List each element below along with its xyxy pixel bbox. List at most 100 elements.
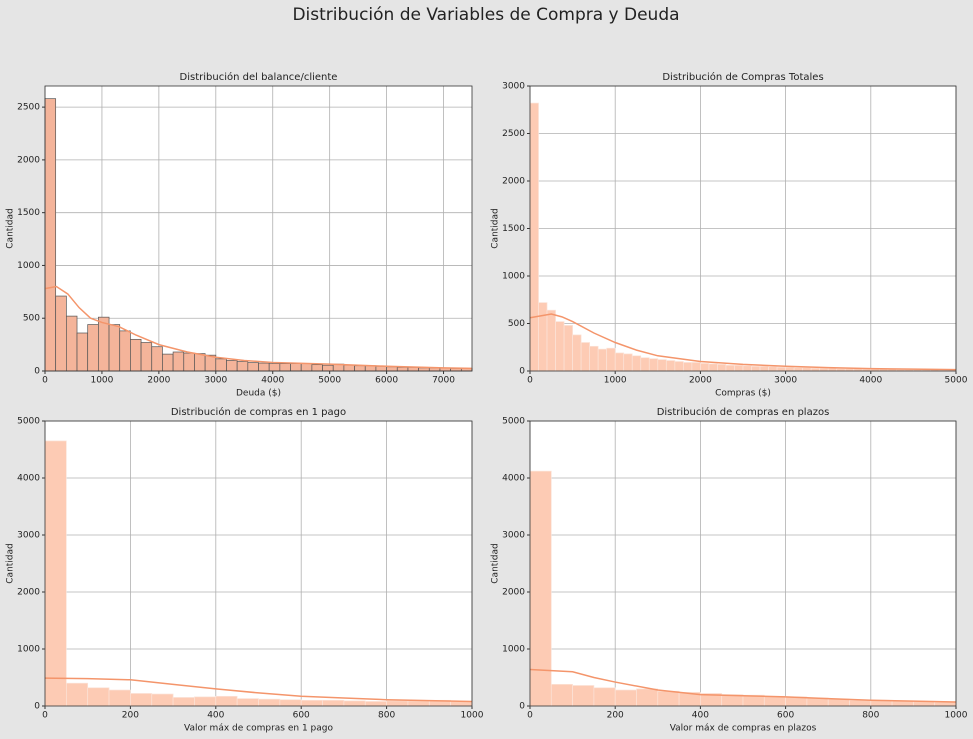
y-tick-label: 1000 [17, 645, 40, 655]
histogram-bar [768, 366, 778, 372]
histogram-bar [268, 363, 281, 372]
histogram-bar [44, 98, 57, 372]
histogram-bar [806, 697, 829, 707]
histogram-bar [827, 698, 850, 707]
y-tick-label: 2500 [17, 103, 40, 113]
y-tick-label: 3000 [17, 531, 40, 541]
x-tick-label: 5000 [318, 376, 341, 386]
plot-area [45, 421, 472, 706]
y-axis-label: Cantidad [491, 543, 501, 583]
histogram-bar [386, 366, 398, 372]
histogram-bar [700, 363, 710, 372]
histogram-bar [215, 358, 227, 372]
x-tick-label: 400 [207, 711, 224, 721]
histogram-bar [418, 367, 430, 372]
histogram-bar [640, 357, 650, 372]
kde-line [44, 285, 473, 370]
histogram-bar [407, 366, 419, 372]
histogram-bar [742, 365, 752, 372]
plot-frame [44, 85, 473, 372]
y-tick-label: 4000 [17, 474, 40, 484]
histogram-bar [589, 345, 599, 372]
histogram-bar [623, 353, 633, 372]
histogram-bar [183, 352, 195, 372]
histogram-bar [236, 361, 249, 372]
x-tick-label: 3000 [204, 376, 227, 386]
histogram-bar [538, 302, 548, 372]
histogram-bar [44, 440, 67, 707]
histogram-bar [606, 347, 616, 372]
y-tick-label: 3000 [502, 531, 525, 541]
histogram-bar [674, 361, 684, 372]
histogram-bar [657, 690, 680, 707]
kde-line [529, 313, 957, 371]
histogram-bar [194, 353, 206, 372]
histogram-bar [364, 701, 387, 707]
histogram-bar [343, 700, 366, 707]
histogram-bar [665, 360, 676, 372]
histogram-bar [236, 698, 259, 707]
y-tick-label: 3000 [502, 82, 525, 92]
x-tick-label: 0 [527, 711, 533, 721]
y-tick-label: 1500 [17, 208, 40, 218]
histogram-bar [322, 699, 345, 707]
histogram-bar [130, 693, 153, 707]
histogram-bar [580, 342, 590, 372]
histogram-bar [648, 358, 659, 372]
y-tick-label: 500 [23, 314, 40, 324]
histogram-bar [140, 342, 153, 372]
x-tick-label: 1000 [945, 711, 968, 721]
x-axis-label: Compras ($) [715, 389, 771, 399]
histogram-bar [529, 102, 539, 372]
x-tick-label: 0 [42, 711, 48, 721]
histogram-bar [631, 355, 642, 372]
y-tick-label: 0 [519, 367, 525, 377]
histogram-bar [614, 352, 625, 372]
x-tick-label: 4000 [261, 376, 284, 386]
x-tick-label: 800 [378, 711, 395, 721]
histogram-bar [725, 364, 735, 372]
histogram-bar [172, 351, 185, 372]
histogram-bar [563, 325, 573, 372]
y-tick-label: 4000 [502, 474, 525, 484]
x-axis-label: Deuda ($) [236, 389, 281, 399]
histogram-bar [572, 334, 582, 372]
histogram-bar [130, 338, 142, 372]
x-tick-label: 600 [777, 711, 794, 721]
histogram-bar [546, 309, 556, 372]
y-tick-label: 2000 [502, 588, 525, 598]
histogram-bar [691, 362, 701, 372]
y-tick-label: 1000 [502, 645, 525, 655]
y-axis-label: Cantidad [6, 208, 16, 248]
histogram-bar [683, 362, 693, 372]
histogram-bar [322, 364, 334, 372]
histogram-bar [300, 363, 313, 372]
y-tick-label: 2500 [502, 129, 525, 139]
histogram-bar [279, 699, 302, 707]
figure-title: Distribución de Variables de Compra y De… [292, 5, 679, 25]
y-axis-label: Cantidad [491, 208, 501, 248]
x-tick-label: 200 [607, 711, 624, 721]
histogram-bar [119, 330, 131, 372]
histogram-bar [290, 363, 302, 372]
histogram-bar [593, 687, 616, 707]
x-tick-label: 1000 [604, 376, 627, 386]
histogram-bar [375, 365, 387, 372]
histogram-bar [300, 699, 323, 707]
histogram-bar [354, 365, 366, 372]
histogram-bar [172, 697, 195, 707]
x-tick-label: 4000 [859, 376, 882, 386]
histogram-bar [734, 364, 744, 372]
histogram-bar [108, 324, 121, 372]
y-tick-label: 5000 [17, 417, 40, 427]
histogram-bar [636, 688, 659, 707]
plot-area [530, 421, 956, 706]
x-tick-label: 6000 [375, 376, 398, 386]
histogram-bar [751, 365, 761, 372]
histogram-bar [407, 700, 430, 707]
x-tick-label: 7000 [432, 376, 455, 386]
histogram-bar [55, 295, 67, 372]
histogram-bar [151, 346, 163, 372]
x-tick-label: 1000 [90, 376, 113, 386]
histogram-bar [759, 365, 769, 372]
